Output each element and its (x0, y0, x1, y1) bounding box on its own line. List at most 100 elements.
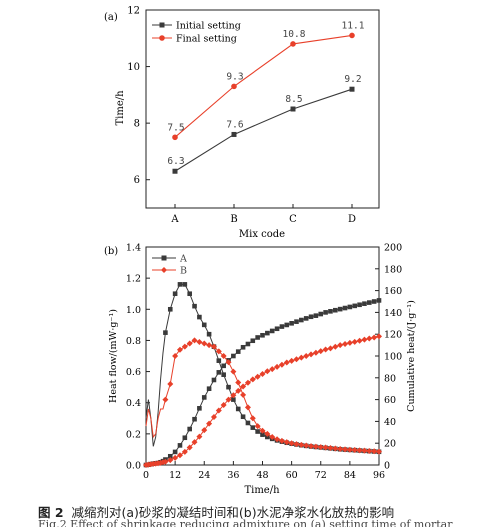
legend-marker (161, 255, 167, 261)
data-point-a-cumulative (376, 298, 382, 303)
data-point-a-cumulative (182, 435, 188, 441)
x-tick-label: 96 (373, 470, 385, 481)
data-point-a (187, 291, 192, 297)
x-tick-label: 36 (227, 470, 239, 481)
data-point-a (250, 425, 256, 430)
panel-b-x-ticks: 0 12 24 36 48 60 72 84 96 (143, 461, 385, 481)
data-point-b (269, 433, 276, 440)
legend-label: B (180, 266, 187, 277)
data-point-initial (349, 86, 355, 92)
data-point-final (172, 134, 178, 141)
data-label: 6.3 (167, 156, 184, 167)
data-point-b-cumulative (327, 345, 334, 352)
right-y-tick-label: 200 (384, 243, 402, 254)
data-point-b-cumulative (181, 448, 188, 455)
data-point-b (201, 340, 208, 347)
data-point-b (351, 447, 358, 454)
data-label: 9.3 (226, 71, 243, 82)
data-point-a-cumulative (177, 443, 183, 448)
data-point-b-cumulative (322, 346, 329, 353)
legend-label: Final setting (176, 34, 237, 45)
x-tick-label: 24 (198, 470, 210, 481)
panel-a-label: (a) (104, 12, 118, 23)
x-tick-label: 0 (143, 470, 149, 481)
left-y-tick-label: 1.0 (126, 305, 141, 316)
data-point-b-cumulative (298, 354, 305, 361)
data-point-b (259, 427, 266, 434)
data-point-a-cumulative (357, 302, 362, 308)
panel-a-x-axis-label: Mix code (239, 229, 285, 240)
data-point-b-cumulative (332, 343, 339, 350)
data-point-a-cumulative (303, 316, 309, 321)
data-point-a-cumulative (337, 306, 343, 312)
data-point-b-cumulative (230, 392, 237, 399)
data-point-b (371, 448, 378, 455)
data-point-b-cumulative (162, 458, 169, 465)
data-point-b (322, 444, 329, 451)
data-point-b (366, 447, 373, 454)
data-point-b (332, 445, 339, 452)
x-tick-label: B (230, 214, 237, 225)
legend-label: Initial setting (176, 21, 241, 32)
data-label: 9.2 (344, 74, 361, 85)
right-y-tick-label: 100 (384, 352, 402, 363)
data-point-final (290, 41, 296, 47)
data-point-b-cumulative (351, 338, 358, 345)
y-tick-label: 8 (134, 119, 140, 130)
data-point-a-cumulative (328, 309, 333, 314)
left-y-tick-label: 0.2 (126, 429, 141, 440)
right-y-tick-label: 160 (384, 286, 402, 297)
data-point-b (356, 447, 363, 454)
data-point-a-cumulative (308, 314, 314, 320)
data-point-a-cumulative (211, 377, 217, 383)
data-point-b-cumulative (288, 357, 295, 364)
data-point-a-cumulative (366, 300, 372, 305)
data-point-b-cumulative (225, 396, 232, 403)
data-point-b-cumulative (244, 379, 251, 386)
panel-a-y-ticks: 6 8 10 12 (127, 6, 150, 186)
data-point-b (264, 430, 271, 437)
data-point-b (308, 443, 315, 450)
data-point-b (288, 440, 295, 447)
data-point-a (163, 330, 168, 335)
data-point-a-cumulative (216, 370, 222, 375)
data-point-b-cumulative (206, 420, 213, 427)
data-point-b (167, 381, 174, 388)
data-point-initial (172, 168, 178, 174)
data-point-b (278, 437, 285, 444)
series-line-final (174, 34, 353, 138)
data-point-b (317, 444, 324, 451)
data-point-b (176, 346, 183, 353)
data-point-b (274, 436, 281, 443)
data-point-a (197, 314, 202, 320)
panel-a-y-axis-label: Time/h (115, 90, 126, 126)
data-point-b (191, 337, 198, 344)
data-point-a (226, 384, 231, 390)
panel-a: (a) 6 8 10 12 A B C D 6.3 7.6 8.5 9.2 7.5 9.3 10.8 11… (104, 6, 380, 240)
panel-b-legend: AB (152, 254, 187, 277)
right-y-tick-label: 0 (384, 461, 390, 472)
panel-b-label: (b) (104, 246, 118, 257)
data-point-b (181, 343, 188, 350)
figure-caption-english: Fig.2 Effect of shrinkage reducing admix… (38, 518, 453, 527)
data-point-b-cumulative (303, 353, 310, 359)
data-point-a (235, 406, 241, 412)
data-point-a-cumulative (201, 395, 207, 400)
data-point-b (376, 448, 382, 455)
data-point-b-cumulative (371, 334, 378, 341)
data-point-a (265, 434, 270, 440)
panel-b-right-y-ticks: 0 20 40 60 80 100 120 140 160 180 200 (375, 243, 402, 472)
data-point-b-cumulative (278, 361, 285, 368)
x-tick-label: 12 (169, 470, 181, 481)
data-point-a-cumulative (197, 406, 202, 411)
data-point-a-cumulative (362, 301, 367, 306)
legend-marker (161, 267, 167, 273)
data-point-a (240, 414, 246, 420)
data-label: 7.5 (167, 122, 184, 133)
right-y-tick-label: 80 (384, 373, 396, 384)
data-point-b-cumulative (308, 351, 315, 358)
data-point-b (244, 404, 251, 411)
data-point-b-cumulative (191, 439, 198, 446)
x-tick-label: A (170, 214, 179, 225)
